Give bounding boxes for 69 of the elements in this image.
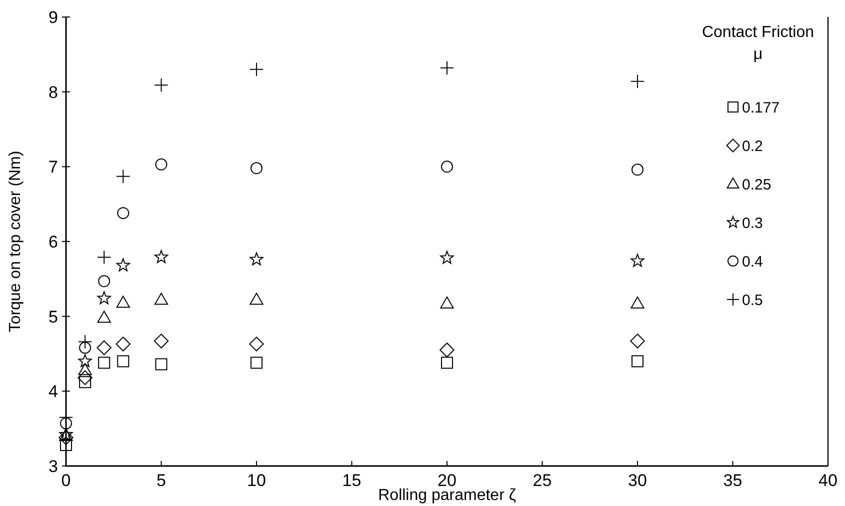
point xyxy=(630,74,645,88)
point xyxy=(154,250,168,264)
x-tick-label: 5 xyxy=(156,471,166,490)
y-tick-label: 9 xyxy=(48,8,58,27)
point xyxy=(632,355,644,368)
y-axis-title: Torque on top cover (Nm) xyxy=(7,150,24,332)
x-tick-label: 15 xyxy=(342,471,362,490)
x-tick-label: 20 xyxy=(438,471,456,490)
y-tick-label: 4 xyxy=(48,382,58,402)
point xyxy=(79,376,92,388)
point xyxy=(97,310,111,323)
point xyxy=(78,354,92,368)
point xyxy=(441,160,453,173)
x-tick-label: 0 xyxy=(61,471,71,490)
point xyxy=(440,250,454,264)
point xyxy=(97,291,111,304)
point xyxy=(440,342,454,358)
x-tick-label: 25 xyxy=(532,471,552,490)
y-tick-label: 3 xyxy=(48,456,58,476)
point xyxy=(249,336,264,352)
point xyxy=(117,207,130,220)
legend-label: 0.2 xyxy=(742,138,763,155)
point xyxy=(58,430,74,445)
point xyxy=(60,417,72,430)
x-tick-label: 30 xyxy=(628,471,647,490)
point xyxy=(98,356,110,369)
point xyxy=(117,355,130,368)
legend-label: 0.5 xyxy=(742,292,763,309)
point xyxy=(250,356,262,369)
point xyxy=(116,296,130,308)
point xyxy=(78,334,92,349)
legend-label: 0.4 xyxy=(742,253,763,270)
point xyxy=(630,254,644,267)
point xyxy=(78,370,92,386)
point xyxy=(249,62,264,76)
point xyxy=(154,292,168,305)
point xyxy=(441,356,453,369)
x-tick-label: 40 xyxy=(818,471,838,490)
y-tick-label: 8 xyxy=(48,82,58,102)
point xyxy=(78,363,92,376)
legend-title: Contact Friction μ xyxy=(702,24,814,63)
point xyxy=(154,334,169,348)
x-tick-label: 35 xyxy=(723,471,742,490)
legend-label: 0.25 xyxy=(742,176,772,194)
y-tick-label: 5 xyxy=(48,307,58,326)
y-tick-label: 6 xyxy=(48,232,58,252)
point xyxy=(250,252,264,266)
point xyxy=(79,342,92,354)
point xyxy=(116,169,130,184)
point xyxy=(97,250,112,264)
point xyxy=(632,164,644,176)
legend-label: 0.3 xyxy=(742,214,763,232)
point xyxy=(155,358,168,370)
point xyxy=(440,60,454,75)
point xyxy=(250,162,262,174)
point xyxy=(630,334,645,348)
point xyxy=(116,336,131,352)
y-tick-label: 7 xyxy=(48,158,58,177)
legend-label: 0.177 xyxy=(742,99,780,116)
point xyxy=(96,340,112,356)
point xyxy=(630,296,644,309)
point xyxy=(98,275,110,288)
x-tick-label: 10 xyxy=(247,471,266,490)
point xyxy=(250,292,264,305)
point xyxy=(155,158,168,170)
point xyxy=(440,296,454,309)
point xyxy=(116,258,130,272)
point xyxy=(154,78,168,92)
x-axis-title: Rolling parameter ζ xyxy=(378,487,516,504)
